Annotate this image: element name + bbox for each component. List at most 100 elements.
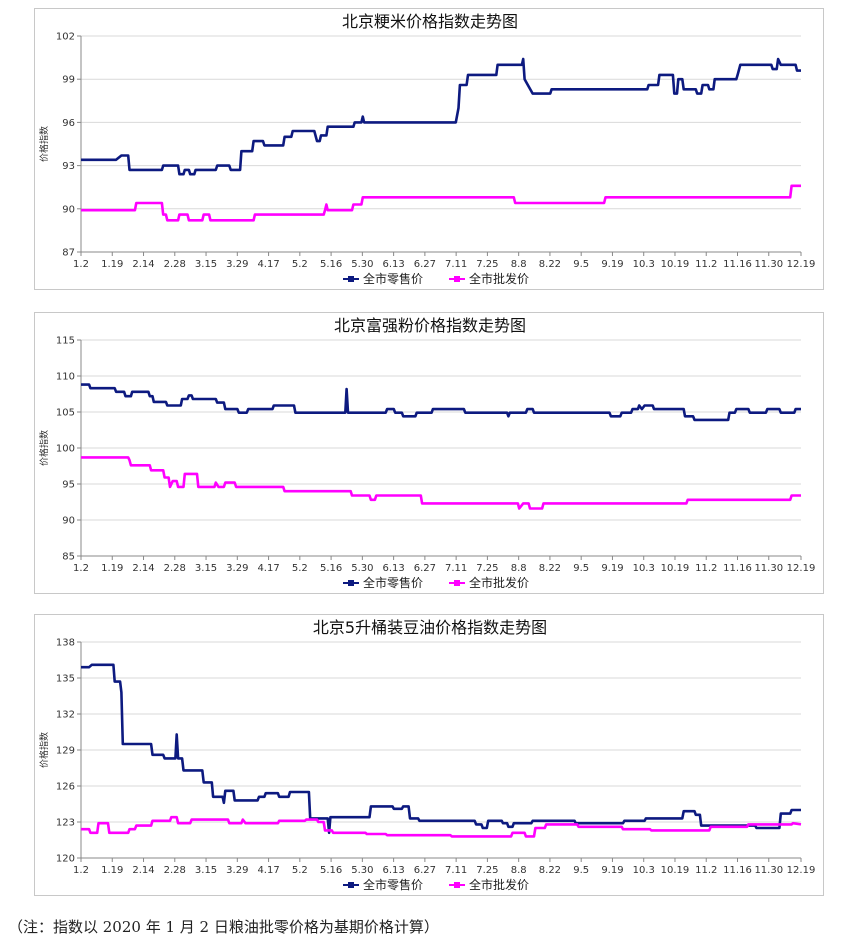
y-tick-label: 120	[56, 854, 75, 865]
x-tick-label: 9.19	[601, 259, 623, 270]
x-tick-label: 6.27	[414, 865, 436, 876]
legend-marker	[348, 276, 354, 282]
x-tick-label: 6.27	[414, 259, 436, 270]
x-tick-label: 1.19	[101, 259, 123, 270]
series-line-wholesale	[81, 815, 802, 838]
x-tick-label: 2.14	[132, 563, 154, 574]
x-tick-label: 8.8	[511, 865, 527, 876]
x-tick-label: 1.2	[73, 259, 89, 270]
y-tick-label: 129	[56, 746, 75, 757]
y-tick-label: 100	[56, 444, 75, 455]
x-tick-label: 1.19	[101, 563, 123, 574]
x-tick-label: 9.5	[573, 563, 589, 574]
x-tick-label: 2.28	[164, 865, 186, 876]
y-axis-label: 价格指数	[38, 430, 50, 466]
x-tick-label: 10.3	[633, 865, 655, 876]
x-tick-label: 8.8	[511, 259, 527, 270]
x-tick-label: 3.15	[195, 259, 217, 270]
y-tick-label: 115	[56, 336, 75, 347]
x-tick-label: 4.17	[257, 865, 279, 876]
x-tick-label: 4.17	[257, 259, 279, 270]
y-axis-label: 价格指数	[38, 732, 50, 768]
x-tick-label: 10.19	[661, 563, 690, 574]
x-tick-label: 8.22	[539, 259, 561, 270]
chart-panel-soybean-oil: 北京5升桶装豆油价格指数走势图 价格指数 120 123 126 129 132 135 138…	[34, 614, 824, 896]
series-line-retail	[81, 663, 801, 835]
y-tick-label: 126	[56, 782, 75, 793]
footnote: （注：指数以 2020 年 1 月 2 日粮油批零价格为基期价格计算）	[8, 918, 439, 936]
y-tick-label: 95	[62, 480, 75, 491]
x-tick-label: 8.8	[511, 563, 527, 574]
x-tick-label: 9.5	[573, 259, 589, 270]
y-tick-label: 105	[56, 408, 75, 419]
y-tick-label: 85	[62, 552, 75, 563]
y-tick-label: 93	[62, 161, 75, 172]
x-tick-label: 3.29	[226, 865, 248, 876]
x-tick-label: 7.25	[476, 563, 498, 574]
legend-label: 全市批发价	[469, 271, 529, 286]
x-tick-label: 6.13	[382, 259, 404, 270]
y-tick-label: 90	[62, 204, 75, 215]
x-tick-label: 5.16	[320, 563, 342, 574]
x-tick-label: 10.19	[661, 259, 690, 270]
x-tick-label: 2.14	[132, 865, 154, 876]
x-tick-label: 5.2	[292, 563, 308, 574]
y-tick-label: 123	[56, 818, 75, 829]
x-tick-label: 5.2	[292, 259, 308, 270]
x-tick-label: 5.2	[292, 865, 308, 876]
series-line-retail	[81, 57, 801, 176]
x-tick-label: 12.19	[787, 563, 816, 574]
x-tick-label: 11.30	[754, 259, 783, 270]
legend-label: 全市零售价	[363, 271, 423, 286]
x-tick-label: 2.14	[132, 259, 154, 270]
x-tick-label: 1.2	[73, 865, 89, 876]
x-tick-label: 11.2	[695, 865, 717, 876]
y-tick-label: 110	[56, 372, 75, 383]
x-tick-label: 7.11	[445, 259, 467, 270]
x-tick-label: 7.25	[476, 865, 498, 876]
chart-title: 北京粳米价格指数走势图	[342, 12, 518, 31]
x-tick-label: 10.3	[633, 259, 655, 270]
chart-panel-rice: 北京粳米价格指数走势图 价格指数 87 90 93 96 99 102 1.2 1.19 2.14 2…	[34, 8, 824, 290]
x-tick-label: 3.15	[195, 563, 217, 574]
x-tick-label: 2.28	[164, 563, 186, 574]
x-tick-label: 2.28	[164, 259, 186, 270]
legend-marker	[348, 580, 354, 586]
y-tick-label: 138	[56, 638, 75, 649]
legend-label: 全市批发价	[469, 877, 529, 892]
x-tick-label: 11.16	[723, 259, 752, 270]
x-tick-label: 8.22	[539, 865, 561, 876]
y-axis-label: 价格指数	[38, 126, 50, 162]
x-tick-label: 7.11	[445, 563, 467, 574]
x-tick-label: 3.29	[226, 259, 248, 270]
y-tick-label: 96	[62, 118, 75, 129]
x-tick-label: 9.19	[601, 563, 623, 574]
chart-panel-flour: 北京富强粉价格指数走势图 价格指数 85 90 95 100 105 110 115 1.2 1.1…	[34, 312, 824, 594]
y-tick-label: 87	[62, 248, 75, 259]
y-tick-label: 102	[56, 32, 75, 43]
legend-marker	[454, 580, 460, 586]
legend-marker	[454, 276, 460, 282]
x-tick-label: 5.30	[351, 865, 373, 876]
x-tick-label: 4.17	[257, 563, 279, 574]
x-tick-label: 3.29	[226, 563, 248, 574]
x-tick-label: 5.16	[320, 259, 342, 270]
legend-marker	[454, 882, 460, 888]
x-tick-label: 11.16	[723, 865, 752, 876]
x-tick-label: 6.13	[382, 563, 404, 574]
series-line-wholesale	[81, 184, 801, 222]
x-tick-label: 9.19	[601, 865, 623, 876]
x-tick-label: 10.19	[661, 865, 690, 876]
x-tick-label: 5.30	[351, 563, 373, 574]
x-tick-label: 11.16	[723, 563, 752, 574]
chart-title: 北京富强粉价格指数走势图	[334, 316, 526, 335]
x-tick-label: 7.25	[476, 259, 498, 270]
x-tick-label: 1.2	[73, 563, 89, 574]
legend-label: 全市批发价	[469, 575, 529, 590]
x-tick-label: 11.2	[695, 563, 717, 574]
y-tick-label: 135	[56, 674, 75, 685]
x-tick-label: 12.19	[787, 865, 816, 876]
chart-title: 北京5升桶装豆油价格指数走势图	[313, 618, 547, 637]
